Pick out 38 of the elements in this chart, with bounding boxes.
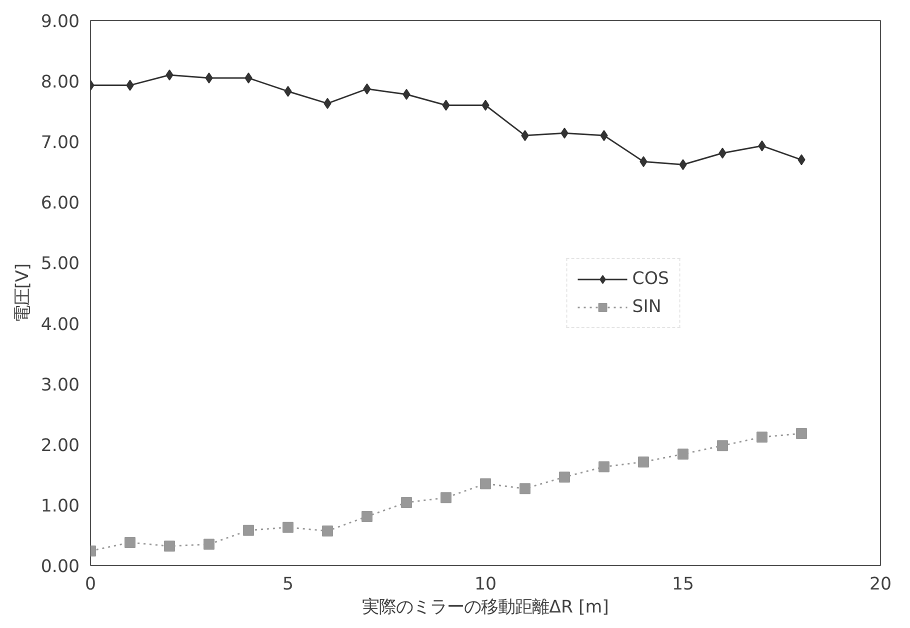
point xyxy=(282,522,294,533)
y-tick-label: 2.00 xyxy=(40,436,80,456)
point xyxy=(717,440,728,452)
point xyxy=(362,510,372,522)
x-tick-label: 10 xyxy=(474,574,497,594)
point xyxy=(124,536,136,548)
y-tick-label: 6.00 xyxy=(40,194,80,214)
point xyxy=(243,524,254,536)
legend-label: COS xyxy=(632,268,669,288)
y-axis-title: 電圧[V] xyxy=(12,263,33,323)
y-tick-label: 7.00 xyxy=(40,133,80,154)
y-tick-label: 9.00 xyxy=(40,12,80,32)
point xyxy=(322,525,333,536)
y-tick-label: 1.00 xyxy=(40,496,80,516)
point xyxy=(166,70,174,80)
point xyxy=(796,428,807,439)
point xyxy=(559,472,570,483)
x-tick-label: 0 xyxy=(84,574,96,594)
point xyxy=(678,448,688,460)
point xyxy=(401,497,412,508)
point xyxy=(164,540,175,552)
point xyxy=(598,461,610,472)
point xyxy=(440,492,452,504)
x-tick-label: 15 xyxy=(672,574,694,594)
y-tick-label: 4.00 xyxy=(40,314,80,335)
x-tick-label: 20 xyxy=(869,574,892,594)
x-axis-title: 実際のミラーの移動距離ΔR [m] xyxy=(362,598,609,618)
y-tick-label: 8.00 xyxy=(40,72,80,93)
y-tick-label: 5.00 xyxy=(40,254,80,274)
point xyxy=(520,483,530,494)
point xyxy=(756,432,768,443)
x-tick-label: 5 xyxy=(282,574,294,594)
point xyxy=(480,478,491,490)
legend-label: SIN xyxy=(632,296,662,316)
y-tick-label: 0.00 xyxy=(40,557,80,577)
y-tick-label: 3.00 xyxy=(40,375,80,396)
point xyxy=(204,538,214,550)
point xyxy=(638,456,649,468)
